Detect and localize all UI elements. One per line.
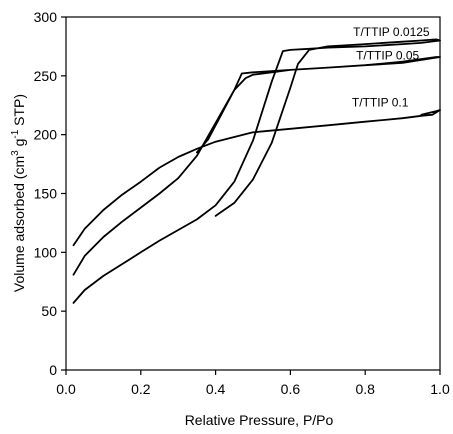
plot-frame: [65, 16, 441, 371]
y-axis-title-suffix: STP): [11, 94, 27, 130]
y-tick-label: 100: [34, 244, 58, 260]
plot-area-border: [65, 16, 441, 371]
y-axis-title-prefix: Volume adsorbed (cm: [11, 156, 27, 292]
x-axis-ticks: 0.0 0.2 0.4 0.6 0.8 1.0: [56, 370, 450, 397]
series-line: [72, 109, 441, 247]
x-tick-label: 0.8: [355, 381, 375, 397]
y-axis-title-mid: g: [11, 139, 27, 151]
y-tick-label: 200: [34, 127, 58, 143]
series-line: [72, 38, 441, 304]
series-line: [72, 56, 441, 276]
y-tick-label: 0: [49, 362, 57, 378]
x-tick-label: 0.2: [131, 381, 151, 397]
series-lines: [72, 38, 441, 304]
series-annotation: T/TTIP 0.0125: [353, 25, 430, 39]
y-tick-label: 250: [34, 68, 58, 84]
series-annotation: T/TTIP 0.05: [356, 48, 419, 62]
series-annotation: T/TTIP 0.1: [352, 95, 409, 109]
series-1: [72, 38, 441, 304]
y-tick-label: 50: [41, 303, 57, 319]
y-axis-title-sup1: 3: [10, 150, 21, 156]
series-2: [72, 56, 441, 276]
y-axis-title-sup2: -1: [10, 129, 21, 138]
series-annotations: T/TTIP 0.0125 T/TTIP 0.05 T/TTIP 0.1: [352, 25, 430, 110]
y-tick-label: 150: [34, 186, 58, 202]
y-axis-title: Volume adsorbed (cm3 g-1 STP): [10, 94, 27, 292]
series-3: [72, 109, 441, 247]
x-axis-title: Relative Pressure, P/Po: [185, 412, 334, 428]
y-tick-label: 300: [34, 9, 58, 25]
x-tick-label: 1.0: [430, 381, 450, 397]
x-tick-label: 0.4: [206, 381, 226, 397]
x-tick-label: 0.6: [281, 381, 301, 397]
x-tick-label: 0.0: [56, 381, 76, 397]
y-axis-ticks: 0 50 100 150 200 250 300: [34, 9, 66, 378]
